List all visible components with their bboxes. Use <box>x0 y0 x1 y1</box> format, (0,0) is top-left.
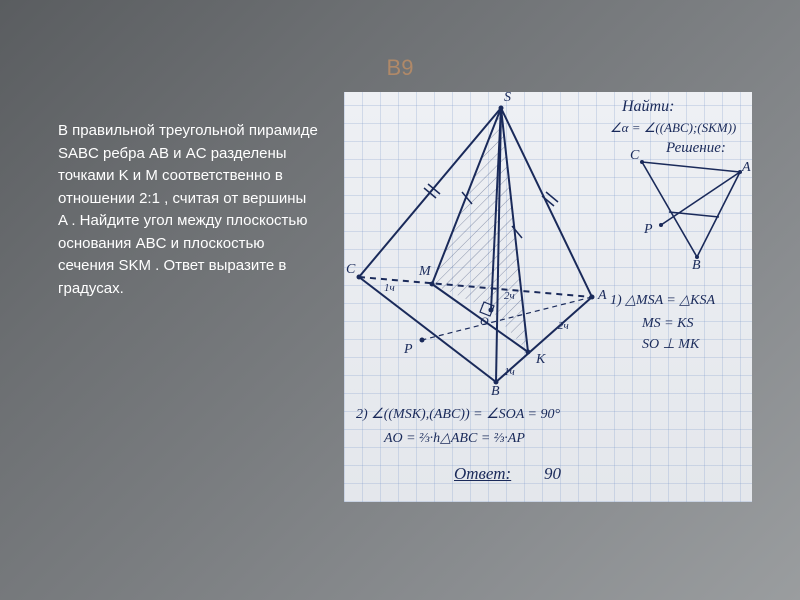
label-A: A <box>598 288 607 304</box>
label-C: C <box>346 262 355 278</box>
tick-KB: 1ч <box>504 366 515 378</box>
step2: 2) ∠((MSK),(ABC)) = ∠SOA = 90° <box>356 406 560 423</box>
find-label: Найти: <box>622 98 674 116</box>
tick-MA: 2ч <box>504 290 515 302</box>
find-expr: ∠α = ∠((ABC);(SKM)) <box>610 120 736 136</box>
label-C2: C <box>630 148 639 164</box>
solve-label: Решение: <box>666 140 726 157</box>
label-P: P <box>404 342 413 358</box>
label-M: M <box>419 264 431 280</box>
problem-text: В правильной треугольной пирамиде SABC р… <box>58 120 318 300</box>
label-A2: A <box>742 160 751 176</box>
tick-AK: 2ч <box>558 320 569 332</box>
step1a: MS = KS <box>642 316 693 332</box>
label-P2: P <box>644 222 653 238</box>
label-B2: B <box>692 258 701 274</box>
label-O: O <box>480 314 489 329</box>
step2a: AO = ⅔·h△ABC = ⅔·AP <box>384 430 525 447</box>
answer-value: 90 <box>544 464 561 484</box>
step1b: SO ⊥ MK <box>642 336 699 353</box>
step1: 1) △MSA = △KSA <box>610 292 715 309</box>
tick-CM: 1ч <box>384 282 395 294</box>
answer-label: Ответ: <box>454 464 511 484</box>
label-K: K <box>536 352 545 368</box>
label-S: S <box>504 90 511 106</box>
slide-title: B9 <box>387 55 414 81</box>
handwritten-diagram: S C A B K M P O 1ч 2ч 2ч 1ч C A B P Найт… <box>344 92 752 502</box>
label-B: B <box>491 384 500 400</box>
slide-root: B9 В правильной треугольной пирамиде SAB… <box>0 0 800 600</box>
